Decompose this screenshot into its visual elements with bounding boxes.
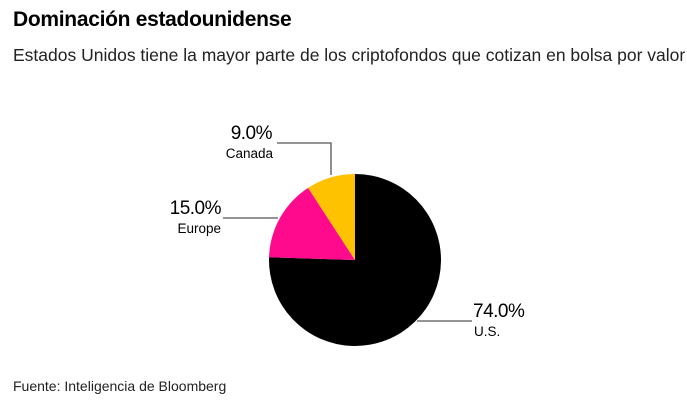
leader-line-canada [277,142,332,175]
pie-slice-canada [308,174,355,260]
source-note: Fuente: Inteligencia de Bloomberg [13,378,227,394]
data-label-europe: Europe [177,221,221,236]
chart-title: Dominación estadounidense [13,8,292,31]
data-label-canada: Canada [226,146,274,161]
data-label-europe-value: 15.0% [170,198,222,219]
chart-subtitle: Estados Unidos tiene la mayor parte de l… [13,45,686,65]
data-label-canada-value: 9.0% [231,123,273,144]
data-label-us-value: 74.0% [473,301,525,322]
pie-slice-europe [269,187,355,260]
data-label-us: U.S. [474,324,500,339]
